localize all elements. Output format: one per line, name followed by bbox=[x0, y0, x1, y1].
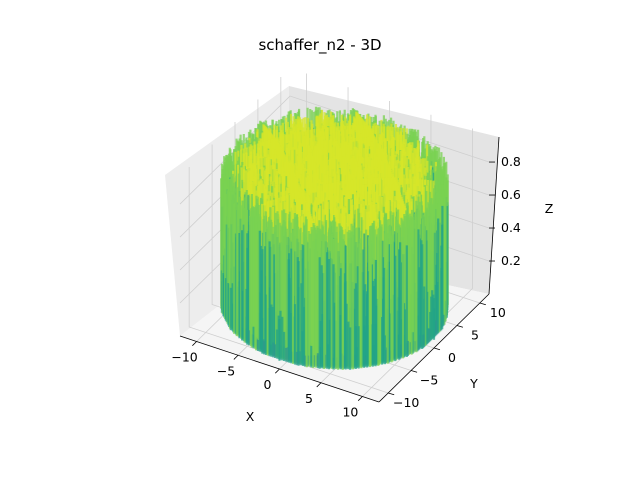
surface-mesh bbox=[221, 107, 447, 370]
chart-title: schaffer_n2 - 3D bbox=[258, 36, 381, 55]
